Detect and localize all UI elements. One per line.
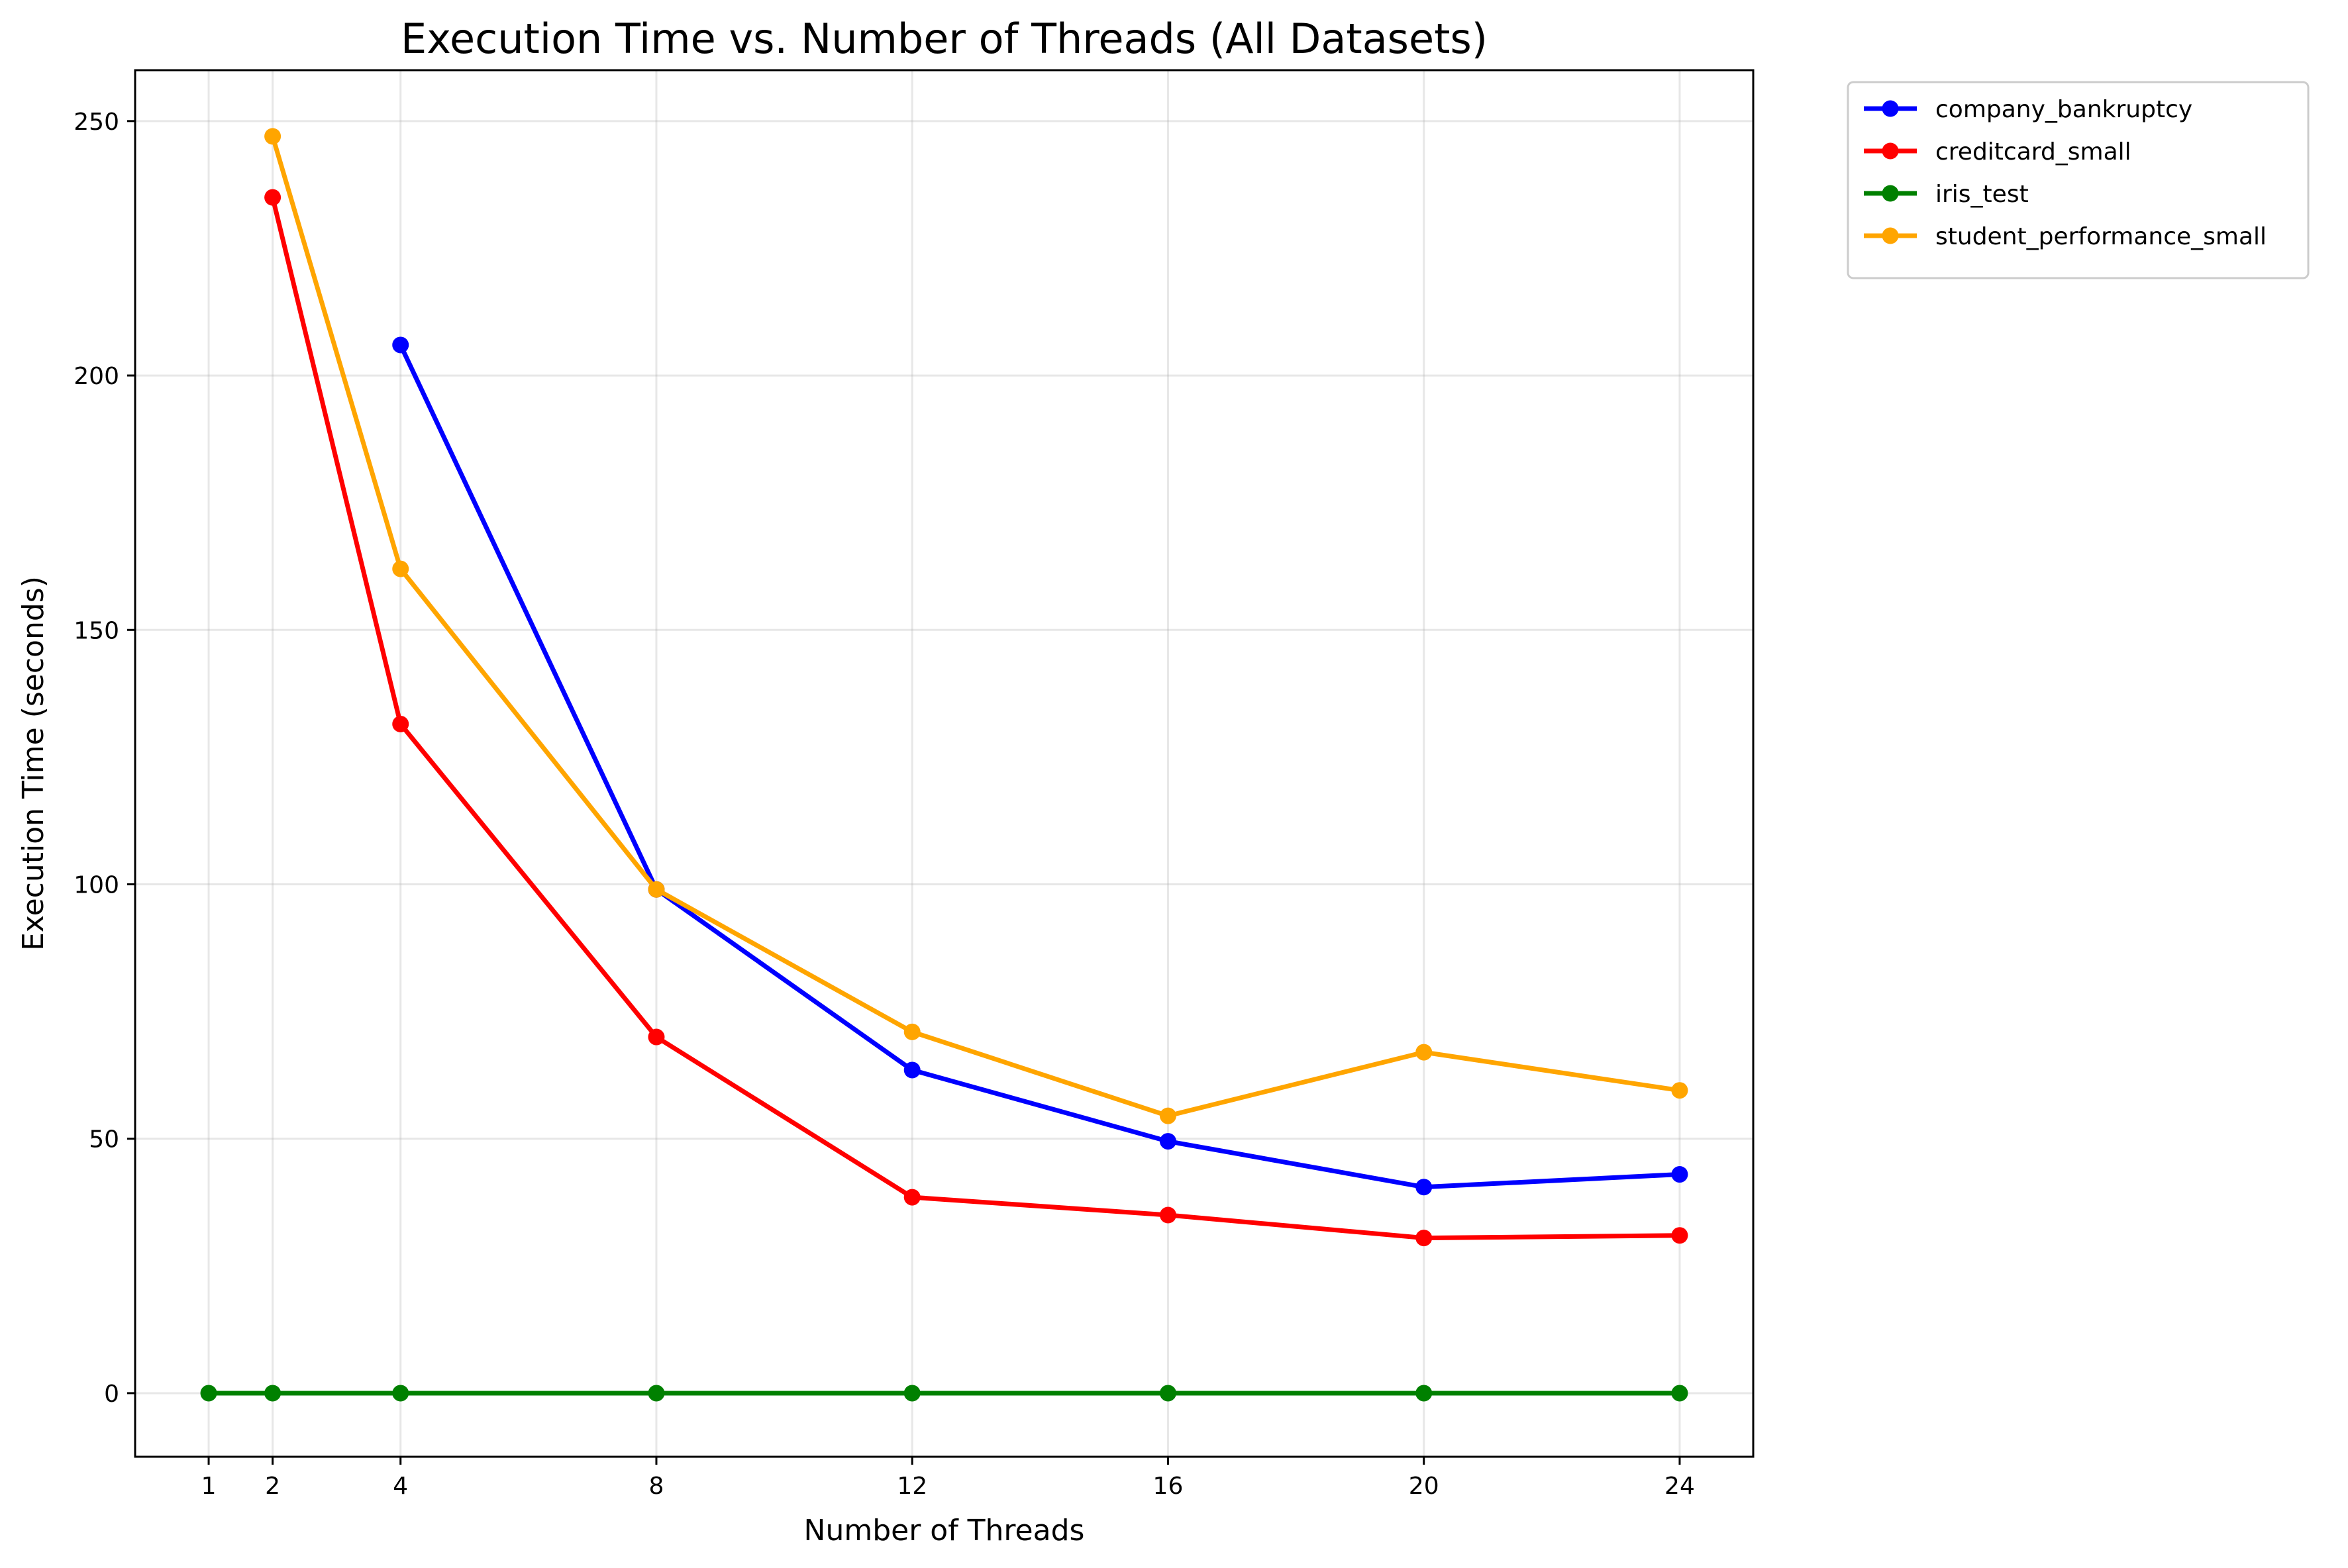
data-point <box>903 1189 921 1206</box>
legend-swatch-marker <box>1882 227 1899 244</box>
data-point <box>392 336 409 354</box>
x-axis-label: Number of Threads <box>804 1514 1085 1547</box>
legend-item-creditcard_small: creditcard_small <box>1864 138 2131 166</box>
x-tick-label: 2 <box>265 1473 280 1500</box>
chart-title: Execution Time vs. Number of Threads (Al… <box>401 15 1488 63</box>
x-tick-label: 4 <box>393 1473 408 1500</box>
data-point <box>1415 1385 1433 1402</box>
data-point <box>264 128 281 145</box>
data-point <box>903 1061 921 1079</box>
x-tick-label: 20 <box>1409 1473 1439 1500</box>
data-point <box>1671 1227 1688 1244</box>
y-axis-label: Execution Time (seconds) <box>17 576 50 951</box>
data-point <box>200 1385 217 1402</box>
data-point <box>1159 1206 1176 1224</box>
legend-swatch-marker <box>1882 185 1899 202</box>
y-tick-label: 100 <box>74 872 119 899</box>
legend-swatch-marker <box>1882 142 1899 160</box>
x-tick-label: 24 <box>1664 1473 1695 1500</box>
data-point <box>1671 1082 1688 1099</box>
y-tick-label: 200 <box>74 363 119 390</box>
x-tick-label: 16 <box>1153 1473 1184 1500</box>
legend-frame <box>1847 81 2310 279</box>
legend-item-student_performance_small: student_performance_small <box>1864 223 2267 250</box>
data-point <box>264 1385 281 1402</box>
series-line <box>398 344 1680 1190</box>
y-tick-label: 0 <box>104 1381 119 1408</box>
data-point <box>264 189 281 206</box>
data-point <box>1415 1230 1433 1247</box>
legend-item-iris_test: iris_test <box>1864 181 2029 208</box>
data-point <box>1159 1133 1176 1150</box>
series-creditcard_small <box>264 189 1688 1247</box>
y-tick-label: 50 <box>89 1126 119 1153</box>
data-point <box>648 1028 665 1046</box>
x-tick-label: 1 <box>201 1473 217 1500</box>
data-point <box>1415 1179 1433 1196</box>
legend-label: company_bankruptcy <box>1935 96 2192 123</box>
series-iris_test <box>200 1385 1688 1402</box>
data-point <box>648 881 665 898</box>
y-tick-label: 250 <box>74 109 119 136</box>
legend-swatch-marker <box>1882 100 1899 117</box>
data-point <box>392 715 409 732</box>
x-tick-label: 12 <box>897 1473 927 1500</box>
legend: company_bankruptcy creditcard_small iris_t… <box>1847 81 2310 279</box>
data-point <box>392 1385 409 1402</box>
data-point <box>1159 1385 1176 1402</box>
data-point <box>648 1385 665 1402</box>
legend-label: student_performance_small <box>1935 223 2267 250</box>
legend-item-company_bankruptcy: company_bankruptcy <box>1864 96 2192 123</box>
plot-frame <box>134 69 1755 1458</box>
data-point <box>1159 1107 1176 1124</box>
data-point <box>1415 1044 1433 1061</box>
data-point <box>903 1023 921 1040</box>
data-point <box>1671 1166 1688 1183</box>
series-student_performance_small <box>264 128 1688 1124</box>
legend-label: creditcard_small <box>1935 138 2131 166</box>
x-tick-label: 8 <box>649 1473 664 1500</box>
legend-label: iris_test <box>1935 181 2029 208</box>
data-point <box>392 560 409 577</box>
data-point <box>903 1385 921 1402</box>
y-tick-label: 150 <box>74 617 119 644</box>
series-layer <box>200 128 1688 1402</box>
data-point <box>1671 1385 1688 1402</box>
